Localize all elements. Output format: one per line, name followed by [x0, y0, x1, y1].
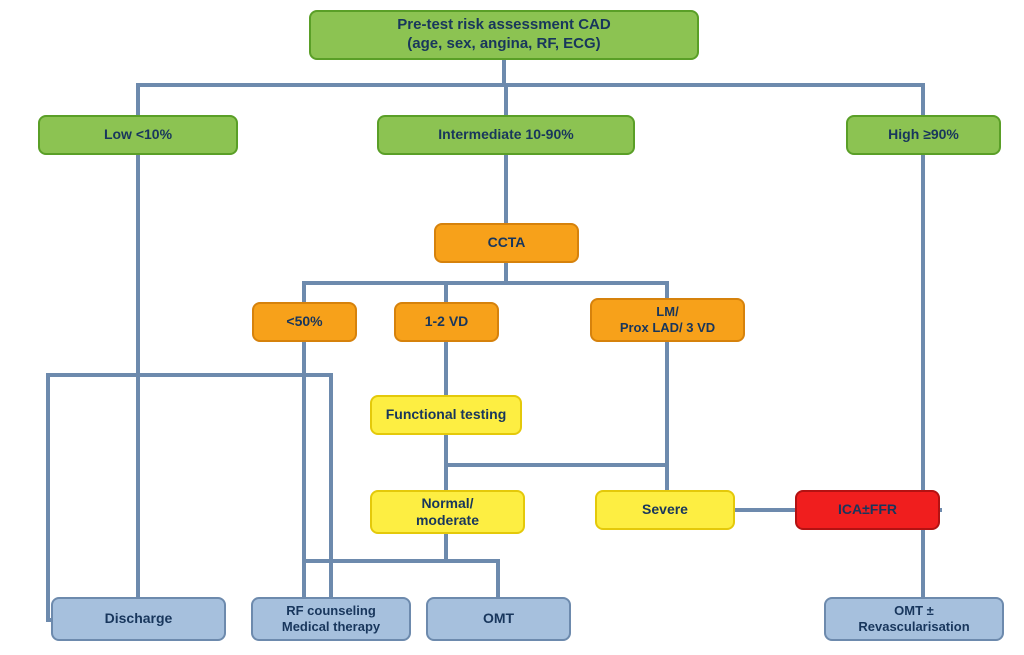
node-high-line-0: High ≥90%	[888, 126, 959, 144]
node-discharge: Discharge	[51, 597, 226, 641]
node-omtrevasc-line-0: OMT ±	[894, 603, 934, 619]
node-functional-line-0: Functional testing	[386, 406, 507, 424]
node-normal: Normal/moderate	[370, 490, 525, 534]
node-normal-line-0: Normal/	[421, 495, 473, 513]
node-root-line-1: (age, sex, angina, RF, ECG)	[407, 35, 600, 54]
node-normal-line-1: moderate	[416, 512, 479, 530]
connector-layer	[0, 0, 1024, 655]
node-lm: LM/Prox LAD/ 3 VD	[590, 298, 745, 342]
node-low-line-0: Low <10%	[104, 126, 172, 144]
node-lm-line-1: Prox LAD/ 3 VD	[620, 320, 715, 336]
node-vd12-line-0: 1-2 VD	[425, 313, 469, 331]
connector	[48, 375, 331, 597]
node-omtrevasc-line-1: Revascularisation	[858, 619, 969, 635]
node-rfcounsel-line-0: RF counseling	[286, 603, 376, 619]
node-omt-line-0: OMT	[483, 610, 514, 628]
node-high: High ≥90%	[846, 115, 1001, 155]
connector	[48, 375, 51, 620]
node-icaffr-line-0: ICA±FFR	[838, 501, 897, 519]
node-root-line-0: Pre-test risk assessment CAD	[397, 16, 610, 35]
node-rfcounsel-line-1: Medical therapy	[282, 619, 380, 635]
node-ccta-line-0: CCTA	[488, 234, 526, 252]
node-severe-line-0: Severe	[642, 501, 688, 519]
node-low: Low <10%	[38, 115, 238, 155]
node-functional: Functional testing	[370, 395, 522, 435]
node-lt50: <50%	[252, 302, 357, 342]
node-root: Pre-test risk assessment CAD(age, sex, a…	[309, 10, 699, 60]
node-discharge-line-0: Discharge	[105, 610, 173, 628]
node-intermediate-line-0: Intermediate 10-90%	[438, 126, 573, 144]
node-intermediate: Intermediate 10-90%	[377, 115, 635, 155]
node-rfcounsel: RF counselingMedical therapy	[251, 597, 411, 641]
node-omt: OMT	[426, 597, 571, 641]
node-vd12: 1-2 VD	[394, 302, 499, 342]
node-icaffr: ICA±FFR	[795, 490, 940, 530]
node-lm-line-0: LM/	[656, 304, 678, 320]
connector	[923, 155, 940, 510]
node-ccta: CCTA	[434, 223, 579, 263]
connector	[667, 342, 735, 510]
flowchart-canvas: Pre-test risk assessment CAD(age, sex, a…	[0, 0, 1024, 655]
node-severe: Severe	[595, 490, 735, 530]
node-lt50-line-0: <50%	[286, 313, 322, 331]
node-omtrevasc: OMT ±Revascularisation	[824, 597, 1004, 641]
